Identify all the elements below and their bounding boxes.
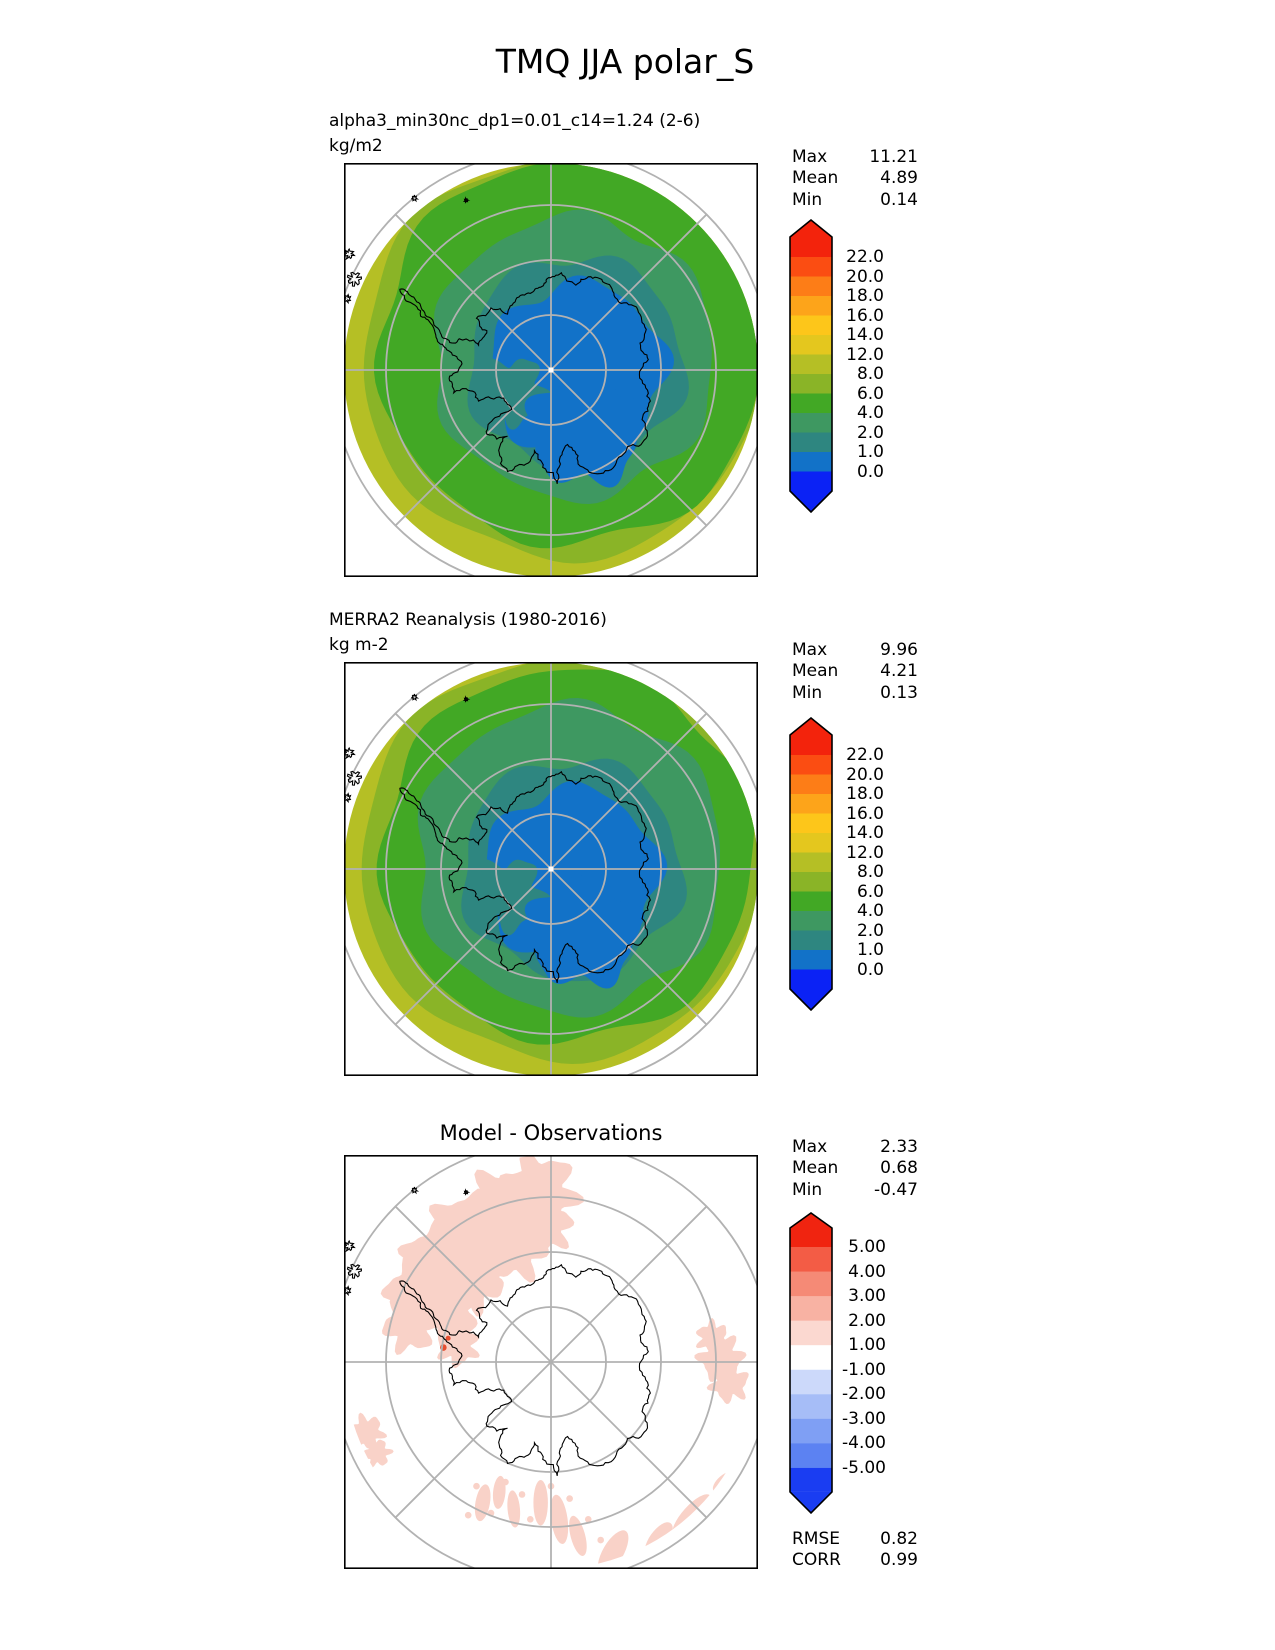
panel3-title: Model - Observations bbox=[439, 1121, 663, 1145]
panel2-stats: Max 9.96 Mean 4.21 Min 0.13 bbox=[792, 639, 918, 704]
stat-value: 4.21 bbox=[880, 661, 918, 682]
panel3-map-svg bbox=[330, 1141, 772, 1583]
colorbar-tick-label: 1.0 bbox=[856, 442, 884, 462]
panel2-units-label: kg m-2 bbox=[329, 635, 389, 655]
colorbar-tick-label: 4.0 bbox=[856, 403, 884, 423]
stat-row: Mean 0.68 bbox=[792, 1158, 918, 1180]
stat-value: 9.96 bbox=[880, 639, 918, 660]
stat-label: Min bbox=[792, 189, 823, 210]
stat-label: Mean bbox=[792, 661, 839, 682]
stat-value: 11.21 bbox=[869, 146, 918, 167]
metric-row: RMSE 0.82 bbox=[792, 1528, 918, 1550]
colorbar-tick-label: 8.0 bbox=[856, 364, 884, 384]
colorbar-tick-label: 2.00 bbox=[848, 1310, 886, 1331]
panel3-metrics: RMSE 0.82 CORR 0.99 bbox=[792, 1528, 918, 1571]
panel2-map bbox=[330, 648, 772, 1090]
panel2-map-svg bbox=[330, 648, 772, 1090]
metric-value: 0.99 bbox=[880, 1550, 918, 1571]
colorbar-tick-label: 14.0 bbox=[846, 823, 884, 843]
stat-value: -0.47 bbox=[874, 1179, 918, 1200]
metric-label: RMSE bbox=[792, 1528, 841, 1549]
stat-label: Max bbox=[792, 146, 828, 167]
colorbar-tick-label: 8.0 bbox=[856, 862, 884, 882]
stat-label: Max bbox=[792, 1136, 828, 1157]
stat-label: Min bbox=[792, 1179, 823, 1200]
stat-value: 0.13 bbox=[880, 682, 918, 703]
colorbar-tick-label: 14.0 bbox=[846, 325, 884, 345]
cb1-svg bbox=[789, 716, 833, 1012]
stat-value: 0.68 bbox=[880, 1158, 918, 1179]
stat-row: Mean 4.21 bbox=[792, 661, 918, 683]
metric-row: CORR 0.99 bbox=[792, 1550, 918, 1572]
stat-row: Max 2.33 bbox=[792, 1136, 918, 1158]
stat-row: Max 9.96 bbox=[792, 639, 918, 661]
cb2-svg bbox=[789, 1212, 833, 1515]
metric-label: CORR bbox=[792, 1550, 841, 1571]
colorbar-tick-label: 5.00 bbox=[848, 1237, 886, 1257]
colorbar-tick-label: -1.00 bbox=[842, 1359, 886, 1380]
stat-row: Min 0.13 bbox=[792, 682, 918, 704]
colorbar-tick-label: 12.0 bbox=[846, 344, 884, 365]
panel3-colorbar bbox=[789, 1212, 833, 1518]
colorbar-tick-label: 16.0 bbox=[846, 305, 884, 326]
stat-label: Mean bbox=[792, 1158, 839, 1179]
stat-value: 4.89 bbox=[880, 168, 918, 189]
panel3-stats: Max 2.33 Mean 0.68 Min -0.47 bbox=[792, 1136, 918, 1201]
colorbar-tick-label: 6.0 bbox=[856, 383, 884, 404]
panel1-colorbar bbox=[789, 218, 833, 517]
stat-row: Min -0.47 bbox=[792, 1179, 918, 1201]
panel1-map bbox=[330, 149, 772, 591]
stat-label: Mean bbox=[792, 168, 839, 189]
stat-value: 2.33 bbox=[880, 1136, 918, 1157]
colorbar-tick-label: 20.0 bbox=[846, 266, 884, 287]
cb0-svg bbox=[789, 218, 833, 514]
colorbar-tick-label: 22.0 bbox=[846, 247, 884, 267]
antarctica-coastline bbox=[341, 1186, 651, 1476]
colorbar-tick-label: 4.0 bbox=[856, 901, 884, 921]
colorbar-tick-label: 2.0 bbox=[856, 422, 884, 443]
colorbar-tick-label: 12.0 bbox=[846, 842, 884, 863]
colorbar-tick-label: -3.00 bbox=[842, 1408, 886, 1429]
stat-label: Max bbox=[792, 639, 828, 660]
panel1-header: alpha3_min30nc_dp1=0.01_c14=1.24 (2-6) k… bbox=[329, 109, 700, 159]
panel2-colorbar bbox=[789, 716, 833, 1015]
colorbar-tick-label: 0.0 bbox=[856, 461, 884, 482]
colorbar-tick-label: 2.0 bbox=[856, 920, 884, 941]
colorbar-tick-label: -5.00 bbox=[842, 1457, 886, 1478]
figure-title: TMQ JJA polar_S bbox=[495, 42, 755, 81]
stat-label: Min bbox=[792, 682, 823, 703]
colorbar-tick-label: -2.00 bbox=[842, 1384, 886, 1405]
panel1-case-label: alpha3_min30nc_dp1=0.01_c14=1.24 (2-6) bbox=[329, 111, 701, 131]
colorbar-tick-label: 18.0 bbox=[846, 286, 884, 306]
panel1-units-label: kg/m2 bbox=[329, 136, 383, 156]
colorbar-tick-label: 3.00 bbox=[848, 1286, 886, 1307]
stat-row: Max 11.21 bbox=[792, 146, 918, 168]
colorbar-tick-label: 18.0 bbox=[846, 784, 884, 804]
colorbar-tick-label: 22.0 bbox=[846, 745, 884, 765]
stat-value: 0.14 bbox=[880, 189, 918, 210]
colorbar-tick-label: 1.00 bbox=[848, 1335, 886, 1356]
panel2-case-label: MERRA2 Reanalysis (1980-2016) bbox=[329, 610, 607, 630]
stat-row: Mean 4.89 bbox=[792, 168, 918, 190]
panel3-map bbox=[330, 1141, 772, 1583]
graticule bbox=[330, 1141, 772, 1583]
colorbar-tick-label: 16.0 bbox=[846, 803, 884, 824]
panel1-stats: Max 11.21 Mean 4.89 Min 0.14 bbox=[792, 146, 918, 211]
panel1-map-svg bbox=[330, 149, 772, 591]
colorbar-tick-label: 0.0 bbox=[856, 959, 884, 980]
panel2-header: MERRA2 Reanalysis (1980-2016) kg m-2 bbox=[329, 608, 607, 658]
colorbar-tick-label: 4.00 bbox=[848, 1261, 886, 1282]
colorbar-tick-label: -4.00 bbox=[842, 1433, 886, 1454]
stat-row: Min 0.14 bbox=[792, 189, 918, 211]
metric-value: 0.82 bbox=[880, 1528, 918, 1549]
colorbar-tick-label: 1.0 bbox=[856, 940, 884, 960]
colorbar-tick-label: 20.0 bbox=[846, 764, 884, 785]
antarctica-coastline bbox=[341, 194, 651, 484]
colorbar-tick-label: 6.0 bbox=[856, 881, 884, 902]
